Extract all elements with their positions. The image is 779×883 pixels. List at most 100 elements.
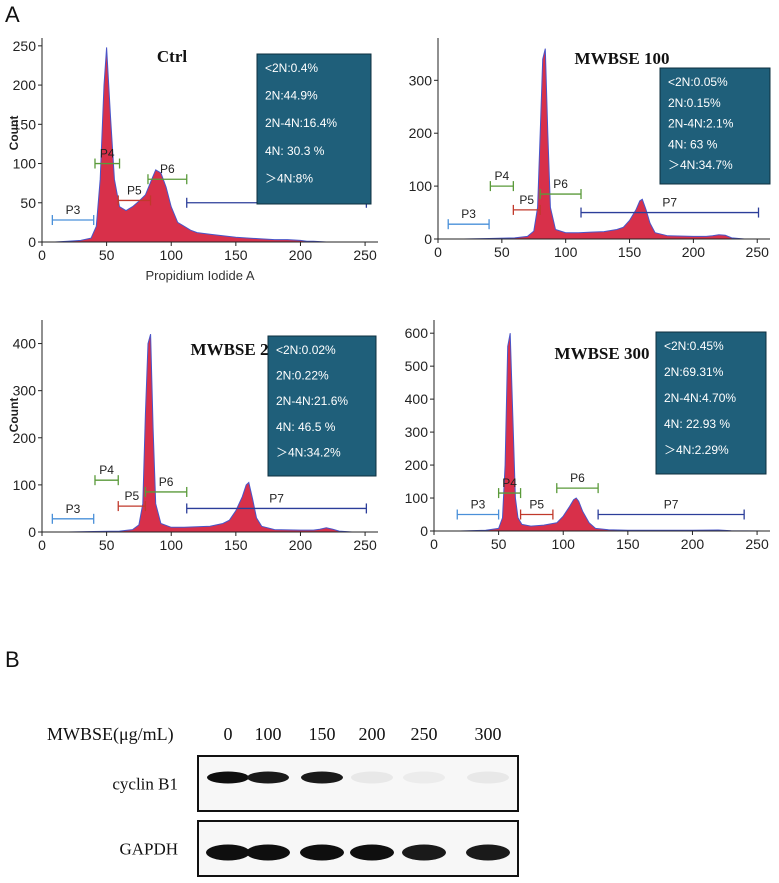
stats-box: <2N:0.02% 2N:0.22% 2N-4N:21.6% 4N: 46.5 % ＞4… — [267, 335, 377, 477]
stats-line: 2N:0.22% — [276, 369, 329, 383]
stats-line: 2N-4N:4.70% — [664, 391, 736, 405]
histogram-mwbse-100: 0 50 100 150 200 250 0 100 200 300 P3 P4 P5 P6 P7 MWBSE… — [409, 38, 771, 260]
stats-line: 2N-4N:16.4% — [265, 116, 337, 130]
y-axis-label: Count — [7, 398, 21, 433]
histogram-mwbse-300: 0 50 100 150 200 250 0 100 200 300 400 500 600 P3 P4 P5… — [405, 320, 771, 552]
gate-p6: P6 — [144, 475, 188, 497]
y-tick-label: 0 — [28, 524, 36, 540]
histogram-ctrl: 050100150200250050100150200250P3P4P5P6P7… — [7, 38, 378, 283]
stats-line: 4N: 63 % — [668, 137, 718, 151]
gate-p6: P6 — [556, 471, 599, 494]
gate-label: P3 — [461, 207, 476, 221]
blot-row-label: cyclin B1 — [112, 775, 178, 794]
stats-line: ＞4N:2.29% — [664, 443, 729, 457]
stats-line: 2N:44.9% — [265, 89, 318, 103]
x-tick-label: 150 — [616, 536, 640, 552]
gate-p4: P4 — [489, 169, 514, 192]
y-tick-label: 200 — [13, 430, 37, 446]
x-tick-label: 150 — [224, 247, 248, 263]
stats-box: <2N:0.4% 2N:44.9% 2N-4N:16.4% 4N: 30.3 % ＞4N… — [256, 53, 372, 205]
gate-label: P4 — [502, 476, 517, 490]
y-tick-label: 0 — [424, 231, 432, 247]
stats-line: <2N:0.45% — [664, 339, 724, 353]
x-tick-label: 200 — [681, 536, 705, 552]
stats-box-bg — [659, 67, 771, 185]
stats-line: ＞4N:34.7% — [668, 158, 733, 172]
x-tick-label: 50 — [491, 536, 507, 552]
x-tick-label: 200 — [289, 247, 313, 263]
gate-p3: P3 — [51, 203, 95, 226]
gate-label: P5 — [127, 183, 142, 197]
gate-label: P7 — [269, 491, 284, 505]
gate-p5: P5 — [117, 489, 147, 512]
stats-box-bg — [256, 53, 372, 205]
gate-p3: P3 — [447, 207, 490, 230]
gate-label: P4 — [100, 147, 115, 161]
dose-label: 250 — [411, 724, 438, 744]
stats-line: 2N:0.15% — [668, 96, 721, 110]
y-tick-label: 400 — [13, 336, 37, 352]
gate-p4: P4 — [497, 476, 522, 499]
gate-label: P5 — [529, 498, 544, 512]
histogram-outline — [42, 333, 378, 533]
panel-b-label: B — [5, 647, 20, 672]
histogram-outline — [434, 333, 771, 532]
histogram-outline — [438, 48, 770, 240]
blot-band — [351, 771, 393, 784]
y-tick-label: 500 — [405, 358, 429, 374]
chart-title: MWBSE 100 — [575, 49, 670, 68]
gate-label: P5 — [124, 489, 139, 503]
gate-p3: P3 — [51, 502, 95, 524]
stats-line: <2N:0.4% — [265, 61, 318, 75]
stats-line: ＞4N:8% — [265, 171, 313, 185]
stats-line: 2N-4N:21.6% — [276, 394, 348, 408]
x-tick-label: 250 — [353, 537, 377, 553]
stats-line: 4N: 22.93 % — [664, 417, 730, 431]
x-tick-label: 250 — [746, 244, 770, 260]
dose-label: 100 — [255, 724, 282, 744]
gate-label: P6 — [159, 475, 174, 489]
y-tick-label: 150 — [13, 116, 37, 132]
y-tick-label: 200 — [13, 77, 37, 93]
stats-box-bg — [655, 331, 767, 475]
stats-box-bg — [267, 335, 377, 477]
x-tick-label: 100 — [554, 244, 578, 260]
stats-box: <2N:0.45% 2N:69.31% 2N-4N:4.70% 4N: 22.93 %… — [655, 331, 767, 475]
stats-line: ＞4N:34.2% — [276, 445, 341, 459]
gate-label: P4 — [99, 463, 114, 477]
x-tick-label: 0 — [434, 244, 442, 260]
gate-p5: P5 — [519, 498, 554, 520]
stats-line: 2N-4N:2.1% — [668, 117, 734, 131]
x-tick-label: 50 — [99, 537, 115, 553]
blot-band — [300, 844, 344, 861]
x-tick-label: 150 — [224, 537, 248, 553]
y-tick-label: 0 — [28, 234, 36, 250]
gate-label: P6 — [160, 162, 175, 176]
gate-p7: P7 — [580, 196, 760, 218]
x-tick-label: 50 — [494, 244, 510, 260]
gate-p7: P7 — [597, 498, 745, 520]
blot-band — [403, 771, 445, 784]
y-tick-label: 200 — [409, 125, 433, 141]
blot-band — [206, 844, 250, 861]
western-blot: MWBSE(μg/mL) 0 100 150 200 250 300 cyclin B1 GAP… — [47, 724, 519, 877]
stats-line: 4N: 46.5 % — [276, 420, 336, 434]
treatment-label: MWBSE(μg/mL) — [47, 724, 174, 745]
gate-p3: P3 — [456, 498, 500, 520]
y-tick-label: 100 — [405, 490, 429, 506]
y-tick-label: 100 — [13, 477, 37, 493]
blot-band — [402, 844, 446, 861]
blot-band — [247, 771, 289, 784]
dose-label: 200 — [359, 724, 386, 744]
y-tick-label: 300 — [13, 383, 37, 399]
gate-p5: P5 — [117, 183, 152, 206]
gate-p5: P5 — [512, 193, 541, 215]
gate-label: P6 — [570, 471, 585, 485]
y-tick-label: 300 — [409, 72, 433, 88]
panel-a-label: A — [5, 2, 20, 27]
x-tick-label: 0 — [430, 536, 438, 552]
blot-panel — [197, 755, 519, 812]
gate-p7: P7 — [186, 491, 368, 514]
stats-line: 4N: 30.3 % — [265, 144, 325, 158]
y-tick-label: 0 — [420, 523, 428, 539]
